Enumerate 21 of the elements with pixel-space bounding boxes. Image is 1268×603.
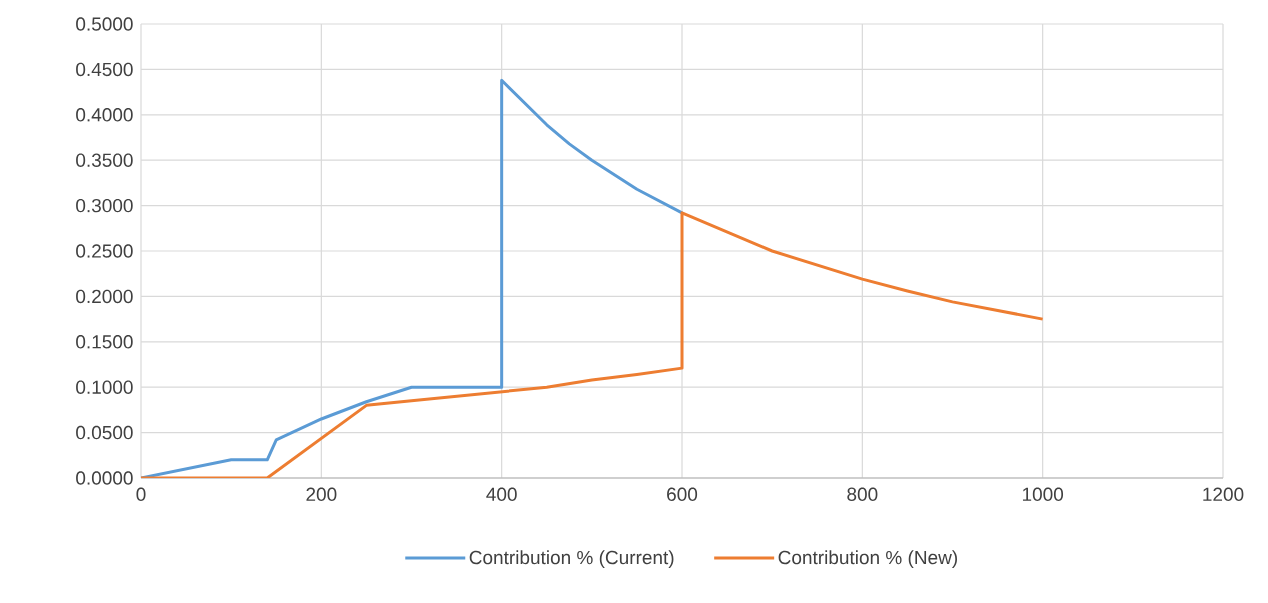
y-tick-label: 0.5000 xyxy=(76,17,133,31)
x-tick-label: 200 xyxy=(306,487,337,501)
legend-label: Contribution % (New) xyxy=(778,550,958,568)
x-tick-label: 1200 xyxy=(1203,487,1244,501)
y-tick-label: 0.0500 xyxy=(76,425,133,440)
y-tick-label: 0.4000 xyxy=(76,108,133,122)
y-tick-label: 0.0000 xyxy=(76,471,133,485)
y-tick-label: 0.4500 xyxy=(76,62,133,77)
y-tick-label: 0.3500 xyxy=(76,153,133,167)
x-tick-label: 800 xyxy=(847,487,878,501)
x-tick-label: 1000 xyxy=(1022,487,1064,501)
y-tick-label: 0.2500 xyxy=(76,244,133,258)
legend-label: Contribution % (Current) xyxy=(469,550,674,568)
y-tick-label: 0.3000 xyxy=(76,198,133,213)
y-tick-label: 0.1000 xyxy=(76,380,133,394)
x-tick-label: 400 xyxy=(486,487,517,501)
x-tick-label: 600 xyxy=(667,487,698,501)
y-tick-label: 0.2000 xyxy=(76,289,133,304)
y-tick-label: 0.1500 xyxy=(76,335,133,349)
line-series xyxy=(141,78,684,478)
x-tick-label: 0 xyxy=(136,487,146,501)
